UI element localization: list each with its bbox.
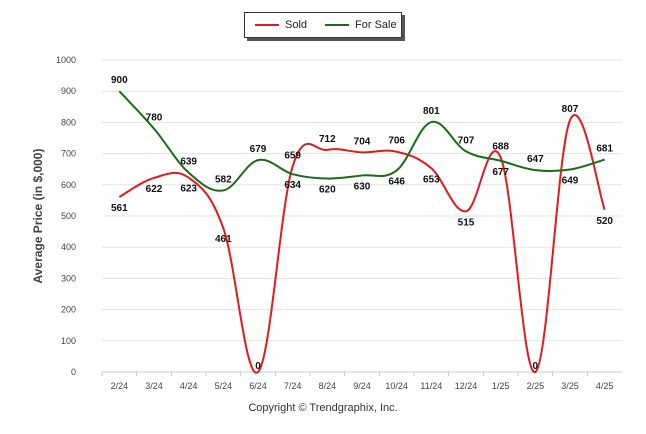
data-label-sold: 520	[596, 216, 613, 227]
data-label-sold: 0	[533, 361, 539, 372]
data-label-for-sale: 677	[492, 167, 509, 178]
x-tick-label: 7/24	[284, 381, 302, 391]
x-tick-label: 8/24	[319, 381, 337, 391]
x-tick-label: 2/25	[527, 381, 545, 391]
series-line-sold	[118, 114, 606, 374]
grid	[102, 59, 622, 373]
data-label-for-sale: 647	[527, 154, 544, 165]
data-label-for-sale: 681	[596, 144, 613, 155]
y-tick-label: 900	[61, 86, 76, 96]
data-label-for-sale: 620	[319, 185, 336, 196]
legend-label-sold: Sold	[285, 19, 308, 31]
x-tick-label: 10/24	[385, 381, 408, 391]
legend-item-for-sale[interactable]: For Sale	[325, 19, 397, 31]
data-label-sold: 0	[255, 361, 261, 372]
copyright-footer: Copyright © Trendgraphix, Inc.	[248, 402, 398, 414]
x-axis-ticks: 2/24 3/24 4/24 5/24 6/24 7/24 8/24 9/24 10/24 11/…	[101, 372, 614, 391]
data-label-for-sale: 780	[146, 113, 163, 124]
x-tick-label: 12/24	[455, 381, 478, 391]
x-tick-label: 2/24	[111, 381, 129, 391]
data-label-sold: 659	[284, 150, 301, 161]
legend-swatch-sold	[255, 24, 279, 26]
x-tick-label: 4/24	[180, 381, 198, 391]
data-label-for-sale: 679	[250, 144, 267, 155]
y-tick-label: 800	[61, 117, 76, 127]
series-line-for-sale	[118, 90, 605, 192]
legend-label-for-sale: For Sale	[355, 19, 397, 31]
y-tick-label: 100	[61, 336, 76, 346]
legend-item-sold[interactable]: Sold	[255, 19, 307, 31]
legend: Sold For Sale	[244, 12, 402, 38]
data-label-for-sale: 801	[423, 106, 440, 117]
data-label-for-sale: 900	[111, 75, 128, 86]
data-label-for-sale: 582	[215, 174, 232, 185]
x-tick-label: 6/24	[249, 381, 267, 391]
data-label-sold: 712	[319, 134, 336, 145]
legend-swatch-for-sale	[325, 24, 350, 26]
data-label-sold: 622	[146, 184, 163, 195]
y-axis-title: Average Price (in $,000)	[31, 149, 45, 284]
data-label-sold: 653	[423, 174, 440, 185]
x-tick-label: 11/24	[420, 381, 442, 391]
y-axis-ticks: 0 100 200 300 400 500 600 700 800 900 1000	[56, 55, 76, 377]
x-tick-label: 1/25	[492, 381, 510, 391]
x-tick-label: 3/24	[145, 381, 163, 391]
y-tick-label: 500	[61, 211, 76, 221]
y-tick-label: 600	[61, 180, 76, 190]
x-tick-label: 4/25	[596, 381, 614, 391]
data-labels: 561 900 622 780 623 639 461 582 0 679 659 634 712 620…	[111, 75, 613, 372]
data-label-for-sale: 707	[458, 135, 475, 146]
x-tick-label: 3/25	[561, 381, 579, 391]
y-tick-label: 300	[61, 273, 76, 283]
data-label-sold: 807	[562, 104, 579, 115]
x-tick-label: 9/24	[353, 381, 371, 391]
series-lines	[118, 90, 606, 374]
data-label-sold: 623	[180, 184, 197, 195]
y-tick-label: 0	[71, 367, 76, 377]
y-tick-label: 700	[61, 149, 76, 159]
data-label-for-sale: 649	[562, 176, 579, 187]
data-label-for-sale: 646	[388, 176, 405, 187]
data-label-sold: 706	[388, 136, 405, 147]
y-tick-label: 200	[61, 305, 76, 315]
data-label-for-sale: 634	[284, 180, 301, 191]
y-tick-label: 1000	[56, 55, 76, 65]
x-tick-label: 5/24	[215, 381, 233, 391]
data-label-sold: 561	[111, 203, 128, 214]
data-label-for-sale: 630	[354, 181, 371, 192]
y-tick-label: 400	[61, 242, 76, 252]
data-label-for-sale: 639	[180, 157, 197, 168]
data-label-sold: 688	[492, 141, 509, 152]
data-label-sold: 515	[458, 217, 475, 228]
data-label-sold: 461	[215, 234, 232, 245]
data-label-sold: 704	[354, 136, 371, 147]
